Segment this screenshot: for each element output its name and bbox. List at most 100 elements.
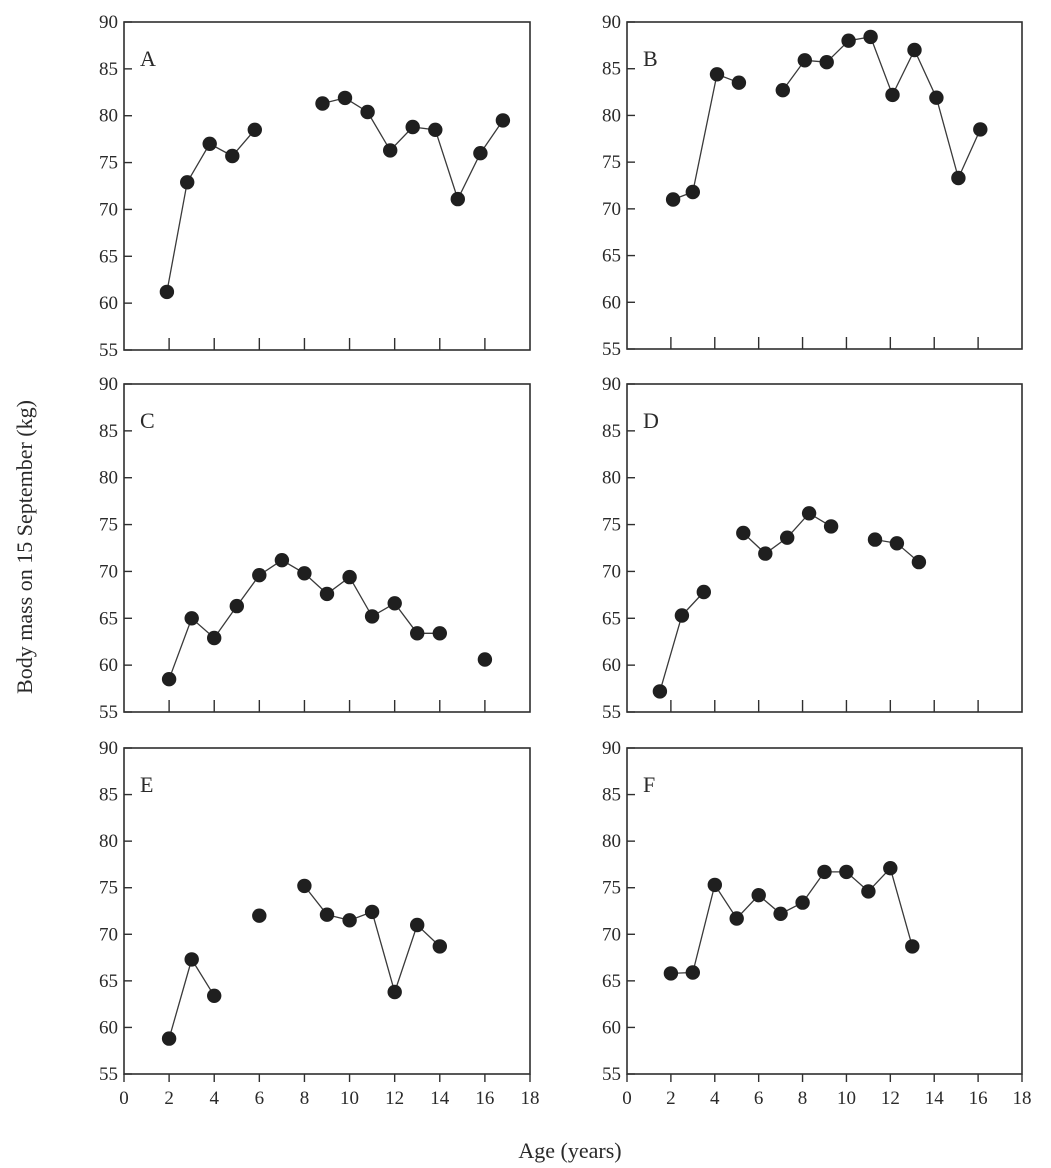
panel-e-x-tick-label: 10 (340, 1088, 359, 1109)
panel-e-data-point (184, 952, 199, 967)
panel-f-data-point (839, 864, 854, 880)
panel-a-y-tick-label: 80 (99, 106, 118, 127)
panel-f-data-point (861, 884, 876, 899)
panel-e: 55 60 65 70 75 80 85 90 0 2 4 6 8 10 12 14 16 18 E (99, 738, 540, 1109)
panel-e-data-point (364, 904, 380, 920)
panel-a-data-point (315, 96, 330, 111)
panel-d-data-point (696, 584, 711, 600)
panel-a-y-tick-label: 60 (99, 293, 118, 314)
panel-b-data-point (685, 184, 700, 200)
panel-c-data-point (229, 598, 244, 614)
y-axis-title: Body mass on 15 September (kg) (12, 400, 37, 694)
panel-c-y-tick-label: 65 (99, 608, 118, 629)
panel-b-data-point (951, 170, 966, 186)
panel-c-data-point (364, 609, 380, 624)
panel-d: 55 60 65 70 75 80 85 90 D (602, 374, 1023, 723)
panel-e-label: E (140, 772, 153, 797)
panel-b-y-tick-label: 60 (602, 292, 621, 313)
panel-d-data-point (801, 506, 817, 521)
panel-f-x-tick-label: 8 (798, 1088, 808, 1109)
panel-d-data-point (652, 684, 668, 699)
panel-c-data-point (342, 569, 357, 585)
x-axis-title: Age (years) (518, 1138, 621, 1163)
panel-c-y-tick-label: 60 (99, 655, 118, 676)
panel-e-x-tick-label: 8 (300, 1088, 310, 1109)
panel-d-data-point (736, 525, 751, 541)
panel-e-y-tick-label: 65 (99, 971, 118, 992)
panel-e-y-tick-label: 80 (99, 831, 118, 852)
panel-c-data-point (274, 553, 290, 568)
panel-a-data-point (247, 122, 262, 137)
panel-a-data-point (337, 90, 353, 106)
panel-f-y-tick-label: 90 (602, 738, 621, 759)
panel-f-data-point (883, 861, 898, 876)
panel-e-y-tick-label: 75 (99, 878, 118, 899)
panel-f-data-point (685, 965, 700, 980)
panel-f-y-tick-label: 65 (602, 971, 621, 992)
panel-b-y-tick-label: 55 (602, 339, 621, 360)
panel-f-data-point (751, 888, 766, 903)
panel-e-data-point (252, 908, 267, 923)
panel-b-data-point (863, 29, 878, 45)
panel-f-data-point (707, 877, 722, 893)
panel-e-y-tick-label: 90 (99, 738, 118, 759)
panel-c-data-point (432, 626, 447, 641)
panel-e-series-line (168, 957, 215, 1039)
panel-a-data-point (473, 146, 488, 161)
panel-c-data-point (161, 672, 177, 687)
panel-c-frame (123, 383, 531, 713)
panel-f: 55 60 65 70 75 80 85 90 0 2 4 6 8 10 12 14 16 18 F (602, 738, 1032, 1109)
panel-a-data-point (360, 104, 375, 120)
panel-c: 55 60 65 70 75 80 85 90 C (99, 374, 531, 723)
panel-e-y-tick-label: 70 (99, 924, 118, 945)
panel-e-data-point (410, 917, 425, 933)
panel-e-data-point (207, 988, 222, 1003)
panel-e-x-tick-label: 6 (255, 1088, 265, 1109)
panel-d-y-tick-label: 90 (602, 374, 621, 395)
panel-a-data-point (495, 113, 511, 128)
panel-b-series-line (672, 73, 740, 201)
panel-e-frame (123, 747, 531, 1075)
panel-d-frame (626, 383, 1023, 713)
panel-b-label: B (643, 46, 658, 71)
panel-a-data-point (450, 191, 465, 207)
panel-f-x-tick-label: 14 (925, 1088, 945, 1109)
panel-f-data-point (773, 906, 788, 921)
panel-b-series-line (782, 36, 981, 180)
panel-e-x-tick-label: 14 (430, 1088, 450, 1109)
panel-a-y-tick-label: 65 (99, 246, 118, 267)
panel-b: 55 60 65 70 75 80 85 90 B (602, 12, 1023, 360)
panel-d-series-line (659, 591, 705, 692)
panel-d-data-point (823, 519, 839, 534)
panel-c-y-tick-label: 90 (99, 374, 118, 395)
panel-a-data-point (202, 136, 217, 151)
panel-b-y-tick-label: 75 (602, 152, 621, 173)
panel-a-label: A (140, 46, 156, 71)
panel-b-frame (626, 21, 1023, 350)
panel-e-data-point (297, 878, 312, 894)
panel-a-series-line (166, 129, 256, 293)
panel-b-data-point (885, 87, 900, 103)
panel-b-data-point (731, 75, 747, 90)
panel-c-data-point (410, 626, 425, 641)
panel-a-frame (123, 21, 531, 351)
panel-a-data-point (159, 284, 175, 300)
panel-a-data-point (405, 119, 420, 135)
panel-b-y-tick-label: 90 (602, 12, 621, 33)
panel-c-y-tick-label: 80 (99, 468, 118, 489)
panel-d-y-tick-label: 75 (602, 515, 621, 536)
panel-f-y-tick-label: 75 (602, 878, 621, 899)
panel-c-data-point (387, 596, 402, 611)
panel-f-x-tick-label: 10 (837, 1088, 856, 1109)
panel-a-y-tick-label: 75 (99, 153, 118, 174)
panel-e-x-tick-label: 2 (164, 1088, 174, 1109)
panel-f-x-tick-label: 18 (1013, 1088, 1032, 1109)
panel-e-x-tick-label: 0 (119, 1088, 129, 1109)
panel-b-y-tick-label: 65 (602, 246, 621, 267)
panel-f-x-tick-label: 2 (666, 1088, 676, 1109)
panel-d-label: D (643, 408, 659, 433)
panel-c-y-tick-label: 75 (99, 515, 118, 536)
panel-b-data-point (775, 83, 790, 98)
panel-e-data-point (161, 1031, 177, 1046)
panel-a-y-tick-label: 70 (99, 199, 118, 220)
